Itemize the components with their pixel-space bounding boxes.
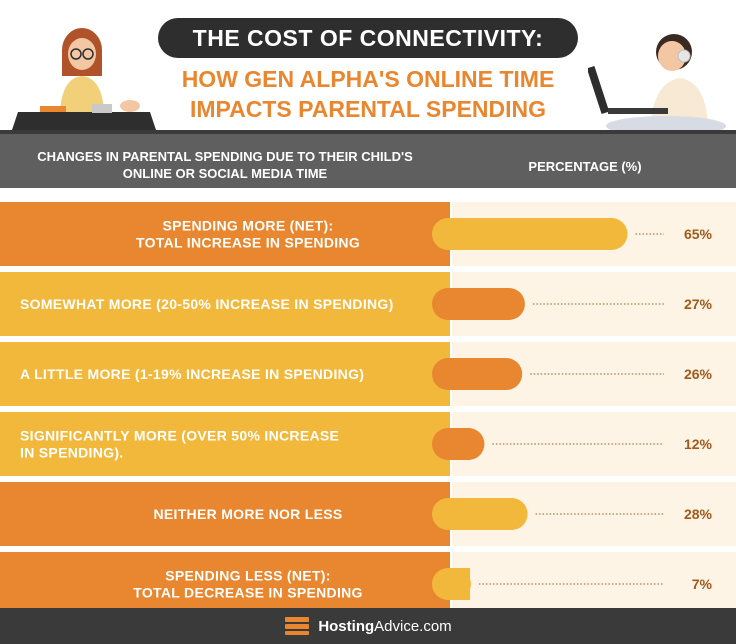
category-label: A LITTLE MORE (1-19% INCREASE IN SPENDIN… — [20, 366, 364, 382]
value-label: 65% — [684, 226, 713, 242]
value-label: 28% — [684, 506, 713, 522]
value-label: 26% — [684, 366, 713, 382]
value-label: 7% — [692, 576, 713, 592]
bar — [432, 288, 525, 320]
category-label: TOTAL DECREASE IN SPENDING — [133, 585, 363, 601]
bar-base — [450, 568, 470, 600]
value-label: 27% — [684, 296, 713, 312]
category-label-box — [0, 482, 450, 546]
chart-subtitle: HOW GEN ALPHA'S ONLINE TIME IMPACTS PARE… — [140, 64, 596, 124]
title-banner: THE COST OF CONNECTIVITY: — [158, 18, 578, 58]
bar — [432, 498, 528, 530]
category-label: SPENDING LESS (NET): — [165, 568, 330, 584]
brand-bold: Hosting — [318, 617, 375, 635]
bar-base — [450, 358, 470, 390]
brand-logo-text: HostingAdvice.com — [318, 618, 451, 635]
category-label: TOTAL INCREASE IN SPENDING — [136, 235, 360, 251]
bar-base — [450, 218, 470, 250]
bar — [432, 358, 523, 390]
category-label-box — [0, 342, 450, 406]
category-label: SIGNIFICANTLY MORE (OVER 50% INCREASE — [20, 428, 339, 444]
category-label: NEITHER MORE NOR LESS — [153, 506, 342, 522]
value-label: 12% — [684, 436, 713, 452]
footer: HostingAdvice.com — [0, 608, 736, 644]
category-column-header: CHANGES IN PARENTAL SPENDING DUE TO THEI… — [0, 148, 450, 182]
row-background — [452, 552, 736, 608]
category-label: SPENDING MORE (NET): — [163, 218, 334, 234]
server-stack-icon — [285, 617, 310, 635]
percentage-column-header: PERCENTAGE (%) — [528, 159, 642, 174]
bar — [432, 218, 628, 250]
subtitle-line: IMPACTS PARENTAL SPENDING — [189, 96, 547, 122]
category-label-box — [0, 272, 450, 336]
category-label-box — [0, 202, 450, 266]
category-label: SOMEWHAT MORE (20-50% INCREASE IN SPENDI… — [20, 296, 394, 312]
chart-title: THE COST OF CONNECTIVITY: — [192, 24, 544, 51]
category-label-box — [0, 412, 450, 476]
bar-base — [450, 428, 470, 460]
table-header — [0, 134, 736, 188]
header-line: CHANGES IN PARENTAL SPENDING DUE TO THEI… — [37, 149, 413, 164]
child-on-laptop-illustration — [588, 34, 726, 136]
bar-base — [450, 288, 470, 320]
subtitle-line: HOW GEN ALPHA'S ONLINE TIME — [181, 66, 555, 92]
brand-rest: Advice.com — [374, 617, 452, 635]
bar-chart: 65% SPENDING MORE (NET):TOTAL INCREASE IN… — [0, 202, 736, 608]
header-line: ONLINE OR SOCIAL MEDIA TIME — [122, 166, 328, 181]
bar-base — [450, 498, 470, 530]
category-label-box — [0, 552, 450, 608]
category-label: IN SPENDING). — [20, 445, 123, 461]
